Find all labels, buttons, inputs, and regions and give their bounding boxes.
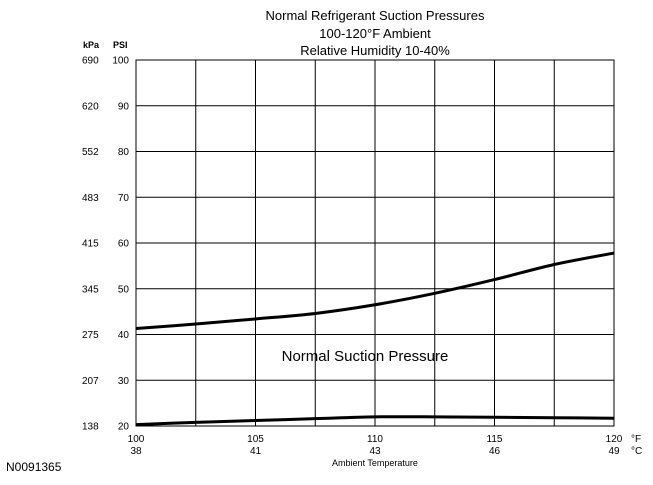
figure-id: N0091365 [6,460,62,474]
y-tick-label-psi: 40 [118,330,130,341]
x-tick-label-celsius: 43 [369,446,381,457]
x-tick-label-celsius: 41 [250,446,262,457]
y-tick-label-kpa: 620 [82,101,99,112]
chart-title-line-2: 100-120°F Ambient [319,26,431,41]
x-axis-label: Ambient Temperature [332,458,418,468]
grid [135,59,615,427]
plot-frame [135,59,615,427]
lower-limit-line [135,415,615,427]
y-tick-label-psi: 20 [118,422,130,433]
y-tick-label-kpa: 345 [82,284,99,295]
normal-suction-pressure-label: Normal Suction Pressure [282,348,449,365]
series-group [135,251,615,427]
x-tick-label-celsius: 46 [489,446,501,457]
y-tick-label-kpa: 483 [82,193,99,204]
y-tick-label-kpa: 690 [82,56,99,67]
psi-unit-label: PSI [113,40,128,50]
x-tick-label-celsius: 38 [130,446,142,457]
y-tick-label-psi: 60 [118,239,130,250]
fahrenheit-unit-label: °F [631,434,641,445]
x-tick-label-celsius: 49 [608,446,620,457]
y-tick-label-psi: 100 [112,56,129,67]
chart-title-line-1: Normal Refrigerant Suction Pressures [265,8,485,23]
x-tick-label-fahrenheit: 100 [128,434,145,445]
x-tick-label-fahrenheit: 120 [606,434,623,445]
kpa-unit-label: kPa [83,40,100,50]
y-tick-label-psi: 70 [118,193,130,204]
x-tick-label-fahrenheit: 115 [487,434,503,445]
y-tick-label-kpa: 552 [82,147,99,158]
chart-title-line-3: Relative Humidity 10-40% [300,43,450,58]
y-axis: 690 100 620 90 552 80 483 70 415 60 345 50 275 40 207 3… [82,56,129,433]
upper-limit-line [135,251,615,331]
y-tick-label-kpa: 207 [82,376,99,387]
celsius-unit-label: °C [631,446,642,457]
y-tick-label-psi: 80 [118,147,130,158]
x-tick-label-fahrenheit: 105 [247,434,264,445]
y-tick-label-psi: 30 [118,376,130,387]
y-tick-label-psi: 50 [118,284,130,295]
y-tick-label-kpa: 275 [82,330,99,341]
y-tick-label-kpa: 138 [82,422,99,433]
y-tick-label-psi: 90 [118,101,130,112]
x-tick-label-fahrenheit: 110 [367,434,383,445]
y-tick-label-kpa: 415 [82,239,99,250]
